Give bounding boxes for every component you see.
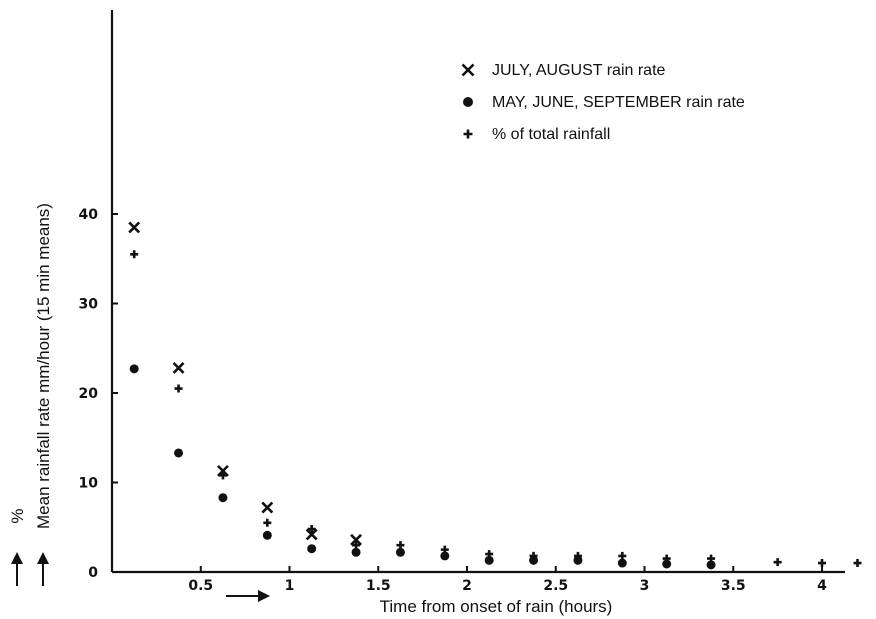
- data-point-series-1: [218, 493, 228, 503]
- data-point-series-2: [573, 551, 582, 560]
- x-tick-label: 3: [640, 578, 650, 594]
- data-point-series-0: [172, 362, 185, 374]
- data-point-series-2: [818, 559, 826, 568]
- x-tick-label: 4: [817, 578, 827, 594]
- y-tick-label: 10: [79, 476, 99, 492]
- data-point-series-2: [263, 518, 272, 527]
- data-point-series-1: [351, 547, 361, 557]
- x-tick-label: 2: [462, 578, 472, 594]
- legend-marker-series-1: [463, 97, 473, 107]
- x-axis-title: Time from onset of rain (hours): [380, 597, 613, 616]
- legend-label-series-1: MAY, JUNE, SEPTEMBER rain rate: [492, 94, 745, 111]
- data-point-series-2: [130, 250, 139, 259]
- y-tick-label: 30: [79, 297, 99, 313]
- data-point-series-2: [707, 554, 716, 563]
- x-tick-label: 0.5: [188, 578, 213, 594]
- data-point-series-1: [662, 559, 672, 569]
- data-point-series-1: [440, 551, 450, 561]
- y-axis-title: Mean rainfall rate mm/hour (15 min means…: [34, 203, 53, 529]
- x-tick-label: 1: [285, 578, 295, 594]
- x-tick-label: 3.5: [721, 578, 746, 594]
- data-point-series-0: [350, 533, 362, 546]
- arrow-up-icon: [37, 552, 49, 586]
- y-axis-title-secondary: %: [8, 508, 27, 523]
- data-point-series-2: [174, 384, 183, 393]
- legend: JULY, AUGUST rain rate MAY, JUNE, SEPTEMB…: [461, 62, 745, 143]
- data-point-series-2: [440, 545, 449, 554]
- x-tick-label: 1.5: [366, 578, 391, 594]
- data-point-series-1: [573, 555, 583, 565]
- data-point-series-2: [218, 471, 227, 480]
- y-tick-label: 40: [79, 207, 99, 223]
- y-tick-label: 0: [88, 565, 98, 581]
- data-point-series-2: [618, 551, 627, 560]
- data-point-series-0: [128, 221, 141, 234]
- data-point-series-2: [352, 541, 361, 550]
- data-point-series-1: [484, 555, 494, 565]
- legend-label-series-2: % of total rainfall: [492, 126, 610, 143]
- data-point-series-1: [706, 560, 716, 570]
- data-point-series-2: [529, 551, 538, 560]
- data-point-series-2: [662, 554, 671, 563]
- legend-marker-series-2: [463, 129, 473, 139]
- data-point-series-1: [529, 555, 539, 565]
- data-point-series-2: [307, 525, 316, 534]
- y-tick-label: 20: [79, 386, 99, 402]
- y-tick-group: 0 10 20 30 40: [79, 207, 118, 581]
- data-point-series-1: [307, 544, 317, 554]
- legend-marker-series-0: [461, 63, 475, 77]
- data-point-series-2: [773, 558, 782, 567]
- data-point-series-1: [129, 364, 139, 374]
- data-points-group: [128, 221, 862, 570]
- data-point-series-1: [395, 547, 405, 557]
- arrow-right-icon: [226, 590, 270, 602]
- data-point-series-0: [261, 501, 274, 514]
- data-point-series-0: [305, 528, 318, 541]
- data-point-series-1: [174, 448, 184, 458]
- data-point-series-2: [485, 550, 494, 559]
- legend-label-series-0: JULY, AUGUST rain rate: [492, 62, 666, 79]
- data-point-series-2: [396, 541, 405, 550]
- data-point-series-1: [617, 558, 627, 568]
- data-point-series-2: [853, 559, 862, 568]
- x-tick-label: 2.5: [543, 578, 568, 594]
- data-point-series-1: [262, 530, 272, 540]
- arrow-up-left-icon: [11, 552, 23, 586]
- x-tick-group: 0.5 1 1.5 2 2.5 3 3.5 4: [188, 566, 827, 594]
